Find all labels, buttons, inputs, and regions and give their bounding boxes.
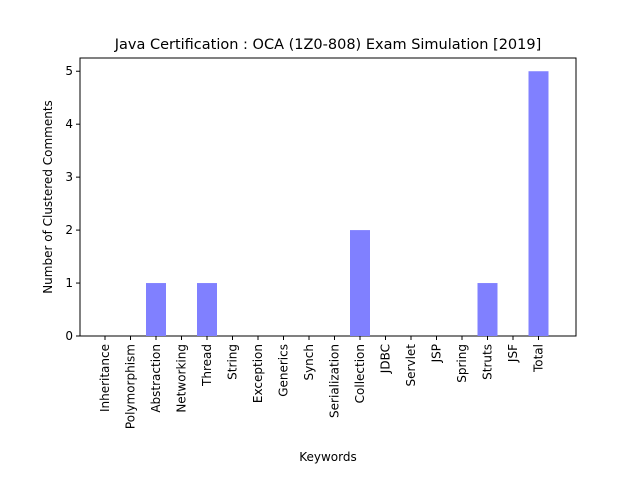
y-axis-label: Number of Clustered Comments <box>41 100 55 294</box>
y-tick-label: 4 <box>65 117 73 131</box>
plot-frame <box>79 57 577 337</box>
bar-collection <box>350 230 370 336</box>
x-tick-label: Generics <box>277 344 291 397</box>
bar-total <box>528 71 549 336</box>
x-tick-label: Networking <box>175 344 189 413</box>
y-tick-label: 1 <box>65 276 73 290</box>
bars <box>146 71 549 336</box>
x-tick-label: Struts <box>481 344 495 380</box>
y-tick-label: 0 <box>65 329 73 343</box>
x-tick-label: Collection <box>353 344 367 403</box>
y-tick-label: 2 <box>65 223 73 237</box>
y-tick-label: 5 <box>65 64 73 78</box>
x-tick-label: Abstraction <box>149 344 163 413</box>
x-tick-label: Serialization <box>328 344 342 418</box>
y-axis-ticks: 0 1 2 3 4 5 <box>65 64 80 343</box>
x-tick-label: String <box>226 344 240 380</box>
x-tick-label: Servlet <box>404 344 418 387</box>
bar-struts <box>477 283 498 336</box>
x-tick-label: JSP <box>430 344 444 363</box>
plot-area: 0 1 2 3 4 5 Inheritance Polymorphism Abstractio… <box>65 57 577 429</box>
x-tick-label: Total <box>532 344 546 373</box>
x-tick-label: Inheritance <box>98 344 112 412</box>
x-tick-label: JSF <box>506 344 520 363</box>
x-tick-label: Polymorphism <box>124 344 138 429</box>
x-tick-label: Spring <box>455 344 469 383</box>
bar-thread <box>197 283 217 336</box>
y-tick-label: 3 <box>65 170 73 184</box>
x-tick-label: Synch <box>302 344 316 381</box>
chart-title: Java Certification : OCA (1Z0-808) Exam … <box>114 37 542 53</box>
x-tick-label: Exception <box>251 344 265 403</box>
x-tick-label: Thread <box>200 344 214 387</box>
x-tick-label: JDBC <box>379 344 393 374</box>
bar-abstraction <box>146 283 166 336</box>
x-axis-ticks: Inheritance Polymorphism Abstraction Networ… <box>98 336 546 429</box>
x-axis-label: Keywords <box>299 450 357 464</box>
